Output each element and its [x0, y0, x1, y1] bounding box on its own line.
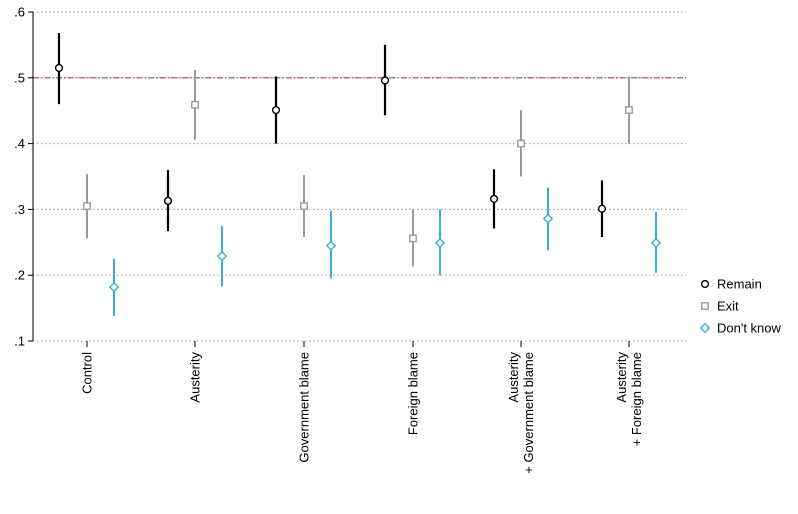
remain-point — [380, 76, 390, 85]
category-label-line: Austerity — [614, 352, 629, 403]
y-tick-label: .2 — [14, 268, 25, 283]
y-tick-label: .3 — [14, 202, 25, 217]
y-tick-label: .5 — [14, 70, 25, 85]
legend-label-exit: Exit — [717, 299, 739, 314]
dont-know-point — [108, 281, 120, 293]
remain-point — [54, 63, 64, 73]
label-layer: Control Austerity Government blame Foreign … — [80, 352, 645, 474]
category-label-line: Austerity — [506, 352, 521, 403]
remain-point — [163, 196, 173, 205]
category-label-government-blame: Government blame — [297, 352, 312, 463]
category-label-austerity: Austerity — [188, 352, 203, 403]
category-label-austerity-foreign-blame: Austerity + Foreign blame — [614, 352, 644, 447]
remain-point — [489, 194, 499, 203]
exit-point — [83, 202, 91, 211]
category-label-line: Control — [80, 352, 95, 394]
dont-know-point — [650, 237, 662, 249]
dont-know-point — [542, 213, 554, 224]
legend-marker-dont-know — [699, 322, 711, 334]
remain-point — [271, 105, 281, 115]
category-label-austerity-government-blame: Austerity + Government blame — [506, 352, 536, 474]
legend: Remain Exit Don't know — [699, 277, 782, 336]
exit-point — [625, 106, 633, 114]
exit-point — [300, 202, 308, 211]
legend-marker-remain — [700, 279, 710, 289]
dont-know-point — [325, 240, 337, 251]
dont-know-point — [216, 250, 228, 262]
dont-know-point — [434, 237, 446, 249]
exit-point — [409, 234, 417, 243]
legend-marker-exit — [701, 302, 709, 310]
category-label-line: Austerity — [188, 352, 203, 403]
data-layer — [54, 33, 662, 316]
category-label-line: + Foreign blame — [629, 352, 644, 446]
category-label-line: Foreign blame — [406, 352, 421, 435]
remain-point — [597, 204, 607, 213]
legend-label-remain: Remain — [717, 277, 762, 292]
y-tick-label: .4 — [14, 136, 25, 151]
y-tick-label: .1 — [14, 334, 25, 349]
category-label-line: + Government blame — [521, 352, 536, 474]
axis-layer: .1 .2 .3 .4 .5 .6 — [14, 5, 630, 349]
exit-point — [517, 139, 525, 148]
category-label-line: Government blame — [297, 352, 312, 463]
legend-label-dont-know: Don't know — [717, 321, 782, 336]
category-label-foreign-blame: Foreign blame — [406, 352, 421, 435]
category-label-control: Control — [80, 352, 95, 394]
grid-layer — [33, 11, 686, 342]
y-tick-label: .6 — [14, 5, 25, 20]
exit-point — [191, 100, 199, 109]
